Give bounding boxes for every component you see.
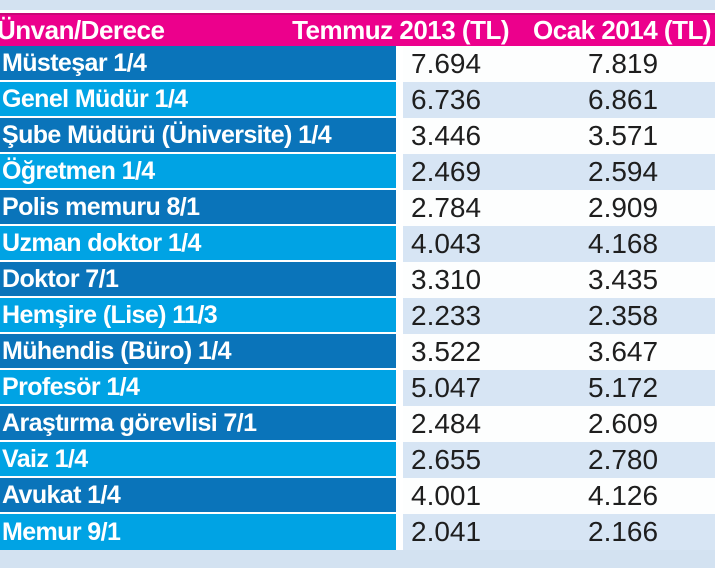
row-label: Doktor 7/1 <box>2 264 119 293</box>
row-values-cell: 2.469 2.594 <box>403 154 715 190</box>
temmuz-2013-value: 4.001 <box>411 480 482 511</box>
temmuz-2013-value: 2.233 <box>411 300 482 331</box>
row-values-cell: 2.233 2.358 <box>403 298 715 334</box>
temmuz-2013-value: 2.784 <box>411 192 482 223</box>
table-row: Hemşire (Lise) 11/3 2.233 2.358 <box>0 298 715 334</box>
table-header-row: Ünvan/Derece Temmuz 2013 (TL) Ocak 2014 … <box>0 13 715 46</box>
row-label-cell: Öğretmen 1/4 <box>0 154 403 190</box>
row-label-cell: Mühendis (Büro) 1/4 <box>0 334 403 370</box>
row-label: Uzman doktor 1/4 <box>2 228 201 257</box>
table-row: Avukat 1/4 4.001 4.126 <box>0 478 715 514</box>
ocak-2014-value: 7.819 <box>588 48 659 79</box>
row-label: Hemşire (Lise) 11/3 <box>2 300 218 329</box>
ocak-2014-value: 4.168 <box>588 228 659 259</box>
row-label: Memur 9/1 <box>2 517 121 546</box>
ocak-2014-value: 3.435 <box>588 264 659 295</box>
column-header-temmuz-2013: Temmuz 2013 (TL) <box>292 15 510 45</box>
row-label: Araştırma görevlisi 7/1 <box>2 408 257 437</box>
row-label: Polis memuru 8/1 <box>2 192 200 221</box>
row-values-cell: 2.041 2.166 <box>403 514 715 550</box>
row-label-cell: Şube Müdürü (Üniversite) 1/4 <box>0 118 403 154</box>
temmuz-2013-value: 4.043 <box>411 228 482 259</box>
row-label: Müsteşar 1/4 <box>2 48 147 77</box>
row-values-cell: 2.655 2.780 <box>403 442 715 478</box>
header-top-divider <box>0 10 715 13</box>
row-values-cell: 4.043 4.168 <box>403 226 715 262</box>
row-values-cell: 6.736 6.861 <box>403 82 715 118</box>
row-label-cell: Memur 9/1 <box>0 514 403 550</box>
row-label-cell: Uzman doktor 1/4 <box>0 226 403 262</box>
top-strip <box>0 0 715 10</box>
table-row: Genel Müdür 1/4 6.736 6.861 <box>0 82 715 118</box>
row-values-cell: 7.694 7.819 <box>403 46 715 82</box>
temmuz-2013-value: 5.047 <box>411 372 482 403</box>
table-row: Memur 9/1 2.041 2.166 <box>0 514 715 550</box>
row-label-cell: Avukat 1/4 <box>0 478 403 514</box>
row-label-cell: Müsteşar 1/4 <box>0 46 403 82</box>
row-values-cell: 3.310 3.435 <box>403 262 715 298</box>
table-row: Araştırma görevlisi 7/1 2.484 2.609 <box>0 406 715 442</box>
ocak-2014-value: 4.126 <box>588 480 659 511</box>
ocak-2014-value: 3.571 <box>588 120 659 151</box>
row-label-cell: Genel Müdür 1/4 <box>0 82 403 118</box>
temmuz-2013-value: 6.736 <box>411 84 482 115</box>
ocak-2014-value: 2.609 <box>588 408 659 439</box>
ocak-2014-value: 2.166 <box>588 516 659 547</box>
table-row: Şube Müdürü (Üniversite) 1/4 3.446 3.571 <box>0 118 715 154</box>
temmuz-2013-value: 2.041 <box>411 516 482 547</box>
row-label: Mühendis (Büro) 1/4 <box>2 336 231 365</box>
ocak-2014-value: 2.594 <box>588 156 659 187</box>
ocak-2014-value: 2.780 <box>588 444 659 475</box>
row-label: Avukat 1/4 <box>2 480 121 509</box>
row-label: Şube Müdürü (Üniversite) 1/4 <box>2 120 332 149</box>
temmuz-2013-value: 2.655 <box>411 444 482 475</box>
row-values-cell: 2.484 2.609 <box>403 406 715 442</box>
ocak-2014-value: 6.861 <box>588 84 659 115</box>
temmuz-2013-value: 2.484 <box>411 408 482 439</box>
table-row: Vaiz 1/4 2.655 2.780 <box>0 442 715 478</box>
row-label-cell: Araştırma görevlisi 7/1 <box>0 406 403 442</box>
table-row: Mühendis (Büro) 1/4 3.522 3.647 <box>0 334 715 370</box>
temmuz-2013-value: 3.310 <box>411 264 482 295</box>
row-label: Vaiz 1/4 <box>2 444 88 473</box>
row-values-cell: 5.047 5.172 <box>403 370 715 406</box>
table-row: Müsteşar 1/4 7.694 7.819 <box>0 46 715 82</box>
ocak-2014-value: 5.172 <box>588 372 659 403</box>
row-label: Profesör 1/4 <box>2 372 140 401</box>
table-row: Doktor 7/1 3.310 3.435 <box>0 262 715 298</box>
row-label-cell: Profesör 1/4 <box>0 370 403 406</box>
table-body: Müsteşar 1/4 7.694 7.819 Genel Müdür 1/4… <box>0 46 715 550</box>
temmuz-2013-value: 2.469 <box>411 156 482 187</box>
table-row: Polis memuru 8/1 2.784 2.909 <box>0 190 715 226</box>
row-values-cell: 2.784 2.909 <box>403 190 715 226</box>
temmuz-2013-value: 3.522 <box>411 336 482 367</box>
row-label-cell: Polis memuru 8/1 <box>0 190 403 226</box>
row-label-cell: Hemşire (Lise) 11/3 <box>0 298 403 334</box>
row-label-cell: Vaiz 1/4 <box>0 442 403 478</box>
row-label-cell: Doktor 7/1 <box>0 262 403 298</box>
row-values-cell: 3.446 3.571 <box>403 118 715 154</box>
temmuz-2013-value: 7.694 <box>411 48 482 79</box>
column-header-ocak-2014: Ocak 2014 (TL) <box>533 15 711 45</box>
table-row: Uzman doktor 1/4 4.043 4.168 <box>0 226 715 262</box>
ocak-2014-value: 3.647 <box>588 336 659 367</box>
table-row: Öğretmen 1/4 2.469 2.594 <box>0 154 715 190</box>
row-values-cell: 4.001 4.126 <box>403 478 715 514</box>
column-header-unvan-derece: Ünvan/Derece <box>0 15 165 45</box>
temmuz-2013-value: 3.446 <box>411 120 482 151</box>
row-label: Öğretmen 1/4 <box>2 156 155 185</box>
ocak-2014-value: 2.909 <box>588 192 659 223</box>
ocak-2014-value: 2.358 <box>588 300 659 331</box>
row-label: Genel Müdür 1/4 <box>2 84 188 113</box>
table-row: Profesör 1/4 5.047 5.172 <box>0 370 715 406</box>
row-values-cell: 3.522 3.647 <box>403 334 715 370</box>
